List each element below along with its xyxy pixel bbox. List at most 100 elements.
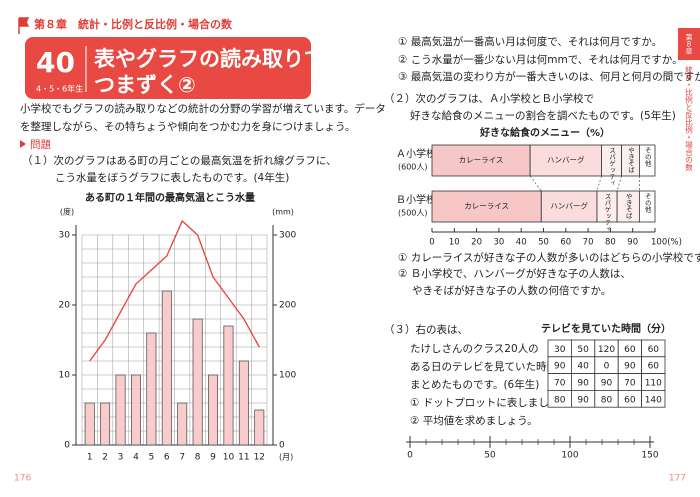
tick-label: 0 <box>407 451 413 461</box>
y-tick-label: 0 <box>64 441 70 451</box>
problem-text: （２）次のグラフは、Ａ小学校とＢ小学校で <box>384 92 594 105</box>
x-tick-label: 3 <box>118 453 124 463</box>
x-tick-label: 5 <box>149 453 155 463</box>
bar <box>208 374 219 446</box>
x-tick-label: 30 <box>493 238 504 248</box>
category-note: (500人) <box>398 209 428 218</box>
bar-segment <box>638 144 656 177</box>
y2-tick-label: 300 <box>279 231 296 241</box>
y2-axis-label: (mm) <box>272 208 294 217</box>
bar <box>146 332 157 446</box>
table-value: 70 <box>624 379 636 389</box>
bar <box>177 402 188 446</box>
bar <box>100 402 111 446</box>
intro-line: を整理しながら、その特ちょうや傾向をつかむ力を身につけましょう。 <box>20 120 355 133</box>
tick-label: 100 <box>561 451 578 461</box>
table-value: 90 <box>624 362 636 372</box>
chart-title: 好きな給食のメニュー（%） <box>479 126 610 139</box>
table-value: 30 <box>554 345 566 355</box>
table-value: 50 <box>577 345 589 355</box>
y2-tick-label: 100 <box>279 371 296 381</box>
guide-line <box>596 175 602 192</box>
y-tick-label: 20 <box>59 301 71 311</box>
bar <box>223 325 234 446</box>
y-tick-label: 10 <box>59 371 71 381</box>
flag-icon <box>18 17 30 34</box>
chart-title: ある町の１年間の最高気温とこう水量 <box>85 191 255 204</box>
page-number: 177 <box>669 474 686 484</box>
question: ② こう水量が一番少ない月は何mmで、それは何月ですか。 <box>398 53 683 66</box>
tick-label: 150 <box>641 451 658 461</box>
segment-label: やきそば <box>624 193 632 221</box>
title-line: つまずく② <box>94 73 196 97</box>
lesson-number: 40 <box>36 46 75 79</box>
bar-segment <box>638 190 656 223</box>
x-axis-unit: (月) <box>279 453 293 462</box>
segment-label: ハンバーグ <box>550 201 588 211</box>
x-tick-label: 40 <box>516 238 527 248</box>
x-tick-label: 10 <box>223 453 235 463</box>
problem-text: ある日のテレビを見ていた時間を <box>410 361 568 373</box>
table-value: 110 <box>645 379 662 389</box>
table-value: 60 <box>648 345 660 355</box>
bar-segment <box>431 144 531 177</box>
guide-line <box>529 175 542 192</box>
segment-label: やきそば <box>626 147 634 175</box>
category-label: Ｂ小学校 <box>396 193 436 206</box>
title-box <box>25 37 311 99</box>
question: やきそばが好きな子の人数の何倍ですか。 <box>412 284 611 297</box>
table-value: 90 <box>577 395 589 405</box>
bar <box>161 290 172 446</box>
x-tick-label: 80 <box>605 238 616 248</box>
y2-tick-label: 200 <box>279 301 296 311</box>
table-value: 60 <box>624 395 636 405</box>
problem-text: （１）次のグラフはある町の月ごとの最高気温を折れ線グラフに、 <box>22 154 337 167</box>
bar-segment <box>529 144 602 177</box>
y-axis-label: (度) <box>60 207 74 217</box>
x-tick-label: 0 <box>429 238 434 248</box>
x-tick-label: 100(%) <box>651 238 682 248</box>
line <box>89 219 260 362</box>
bar <box>192 318 203 446</box>
category-note: (600人) <box>398 163 428 172</box>
chapter-header: 第８章 統計・比例と反比例・場合の数 <box>34 17 233 31</box>
segment-label: その他 <box>643 147 651 168</box>
x-tick-label: 6 <box>164 453 170 463</box>
segment-label: スパゲッティ <box>603 193 611 232</box>
y-tick-label: 30 <box>59 231 71 241</box>
bar <box>130 374 141 446</box>
table-value: 90 <box>554 362 566 372</box>
table-value: 90 <box>601 379 613 389</box>
table-value: 70 <box>554 379 566 389</box>
problem-text: たけしさんのクラス20人の <box>410 343 539 355</box>
table-cell <box>641 389 666 408</box>
problem-text: まとめたものです。(6年生) <box>410 378 539 391</box>
x-tick-label: 12 <box>254 453 265 463</box>
x-tick-label: 7 <box>179 453 185 463</box>
x-tick-label: 11 <box>238 453 249 463</box>
bar <box>238 360 249 446</box>
table-value: 120 <box>598 345 615 355</box>
segment-label: カレーライス <box>459 156 504 165</box>
table-value: 140 <box>645 395 662 405</box>
problem-text: 好きな給食のメニューの割合を調べたものです。(5年生) <box>410 109 676 122</box>
intro-line: 小学校でもグラフの読み取りなどの統計の分野の学習が増えています。データ <box>20 102 386 115</box>
x-tick-label: 4 <box>133 453 139 463</box>
x-tick-label: 1 <box>87 453 93 463</box>
question: ② Ｂ小学校で、ハンバーグが好きな子の人数は、 <box>398 267 631 280</box>
table-value: 60 <box>648 362 660 372</box>
x-tick-label: 90 <box>627 238 638 248</box>
segment-label: その他 <box>643 193 651 214</box>
segment-label: ハンバーグ <box>547 155 585 165</box>
segment-label: スパゲッティ <box>608 147 616 186</box>
x-tick-label: 10 <box>449 238 460 248</box>
table-value: 60 <box>624 345 636 355</box>
y2-tick-label: 0 <box>279 441 285 451</box>
x-tick-label: 70 <box>583 238 594 248</box>
side-tab <box>678 28 700 60</box>
category-label: Ａ小学校 <box>396 147 436 160</box>
bar <box>84 402 95 446</box>
tick-label: 50 <box>484 451 496 461</box>
x-tick-label: 9 <box>210 453 216 463</box>
